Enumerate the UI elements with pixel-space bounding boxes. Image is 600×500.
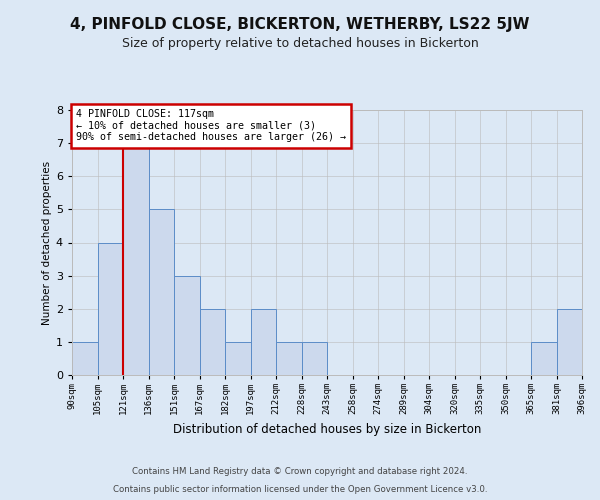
Bar: [557, 308, 582, 375]
Bar: [97, 242, 123, 375]
Bar: [251, 308, 276, 375]
Text: Size of property relative to detached houses in Bickerton: Size of property relative to detached ho…: [122, 38, 478, 51]
Bar: [72, 342, 97, 375]
Bar: [225, 342, 251, 375]
Text: Contains HM Land Registry data © Crown copyright and database right 2024.: Contains HM Land Registry data © Crown c…: [132, 467, 468, 476]
Bar: [531, 342, 557, 375]
Text: 4, PINFOLD CLOSE, BICKERTON, WETHERBY, LS22 5JW: 4, PINFOLD CLOSE, BICKERTON, WETHERBY, L…: [70, 18, 530, 32]
Text: Contains public sector information licensed under the Open Government Licence v3: Contains public sector information licen…: [113, 485, 487, 494]
Bar: [199, 308, 225, 375]
Y-axis label: Number of detached properties: Number of detached properties: [41, 160, 52, 324]
Bar: [276, 342, 302, 375]
Text: 4 PINFOLD CLOSE: 117sqm
← 10% of detached houses are smaller (3)
90% of semi-det: 4 PINFOLD CLOSE: 117sqm ← 10% of detache…: [76, 110, 346, 142]
Bar: [302, 342, 327, 375]
X-axis label: Distribution of detached houses by size in Bickerton: Distribution of detached houses by size …: [173, 422, 481, 436]
Bar: [123, 143, 149, 375]
Bar: [149, 210, 174, 375]
Bar: [174, 276, 199, 375]
